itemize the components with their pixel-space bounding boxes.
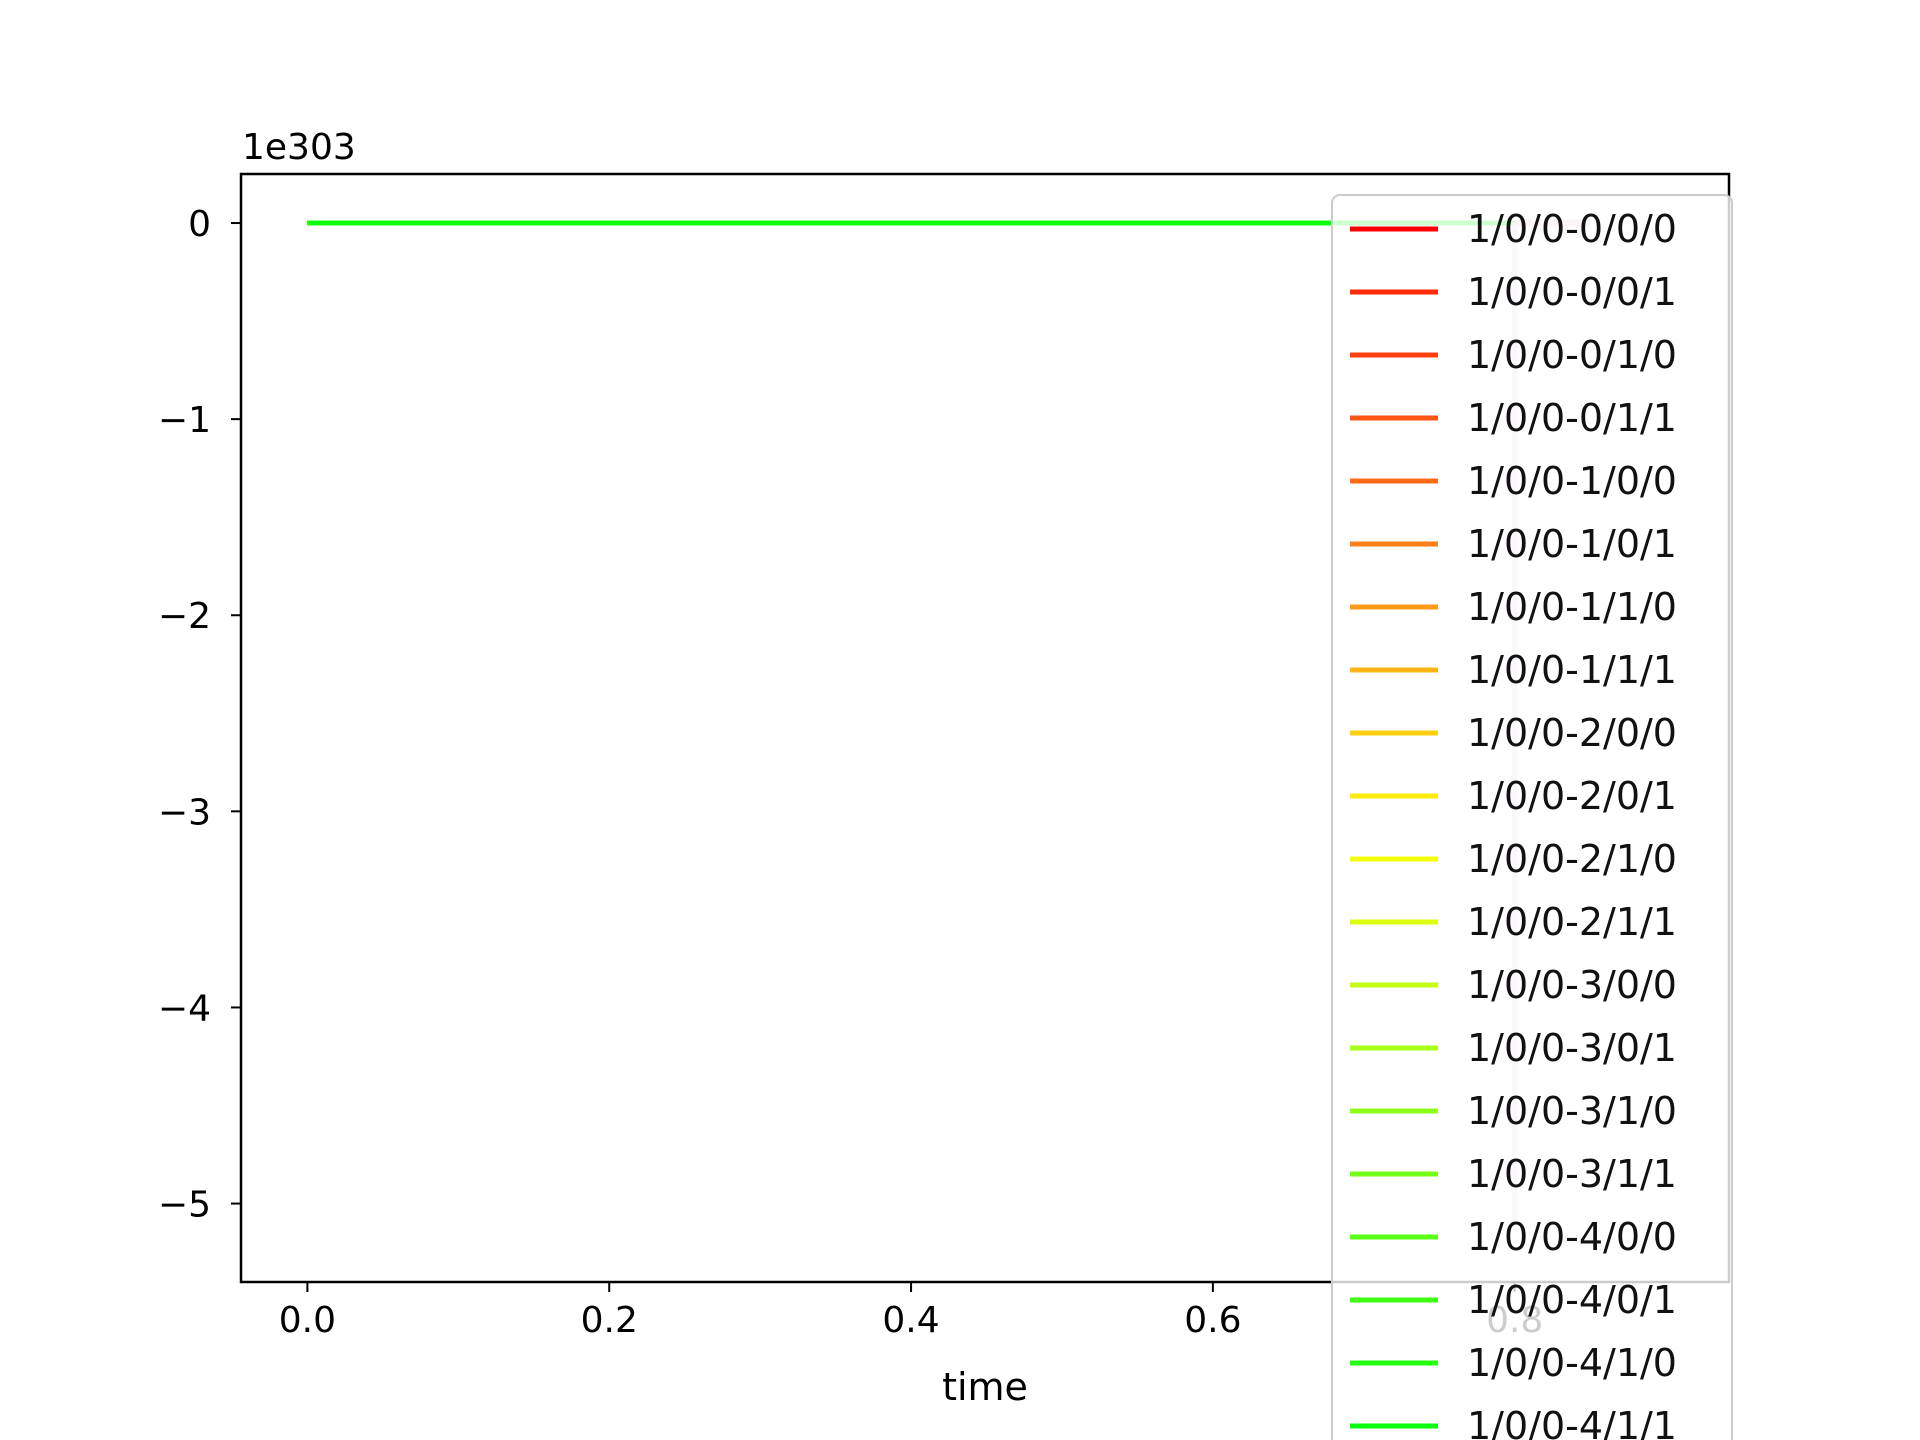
legend-label: 1/0/0-4/0/1 [1467,1278,1677,1322]
y-tick-label: −3 [158,792,211,833]
y-tick-label: −1 [158,400,211,441]
legend-label: 1/0/0-2/0/0 [1467,711,1677,755]
legend-label: 1/0/0-3/1/0 [1467,1089,1677,1133]
legend-label: 1/0/0-2/1/1 [1467,900,1677,944]
legend-label: 1/0/0-3/0/1 [1467,1026,1677,1070]
legend-box [1331,194,1733,1440]
x-tick-label: 0.6 [1184,1300,1241,1341]
legend-label: 1/0/0-1/0/1 [1467,522,1677,566]
y-tick-label: −5 [158,1185,211,1226]
legend-label: 1/0/0-4/0/0 [1467,1215,1677,1259]
legend-label: 1/0/0-0/0/1 [1467,270,1677,314]
legend-label: 1/0/0-4/1/1 [1467,1404,1677,1440]
legend-label: 1/0/0-3/0/0 [1467,963,1677,1007]
legend-label: 1/0/0-0/1/0 [1467,333,1677,377]
legend-label: 1/0/0-2/0/1 [1467,774,1677,818]
y-axis: 0 −1 −2 −3 −4 −5 [158,204,241,1226]
legend-label: 1/0/0-2/1/0 [1467,837,1677,881]
legend-label: 1/0/0-1/1/1 [1467,648,1677,692]
x-axis-label: time [942,1365,1028,1409]
x-tick-label: 0.0 [279,1300,336,1341]
legend-label: 1/0/0-0/1/1 [1467,396,1677,440]
y-tick-label: 0 [188,204,211,245]
legend-label: 1/0/0-4/1/0 [1467,1341,1677,1385]
x-tick-label: 0.2 [581,1300,638,1341]
legend-label: 1/0/0-1/0/0 [1467,459,1677,503]
legend: 1/0/0-0/0/0 1/0/0-0/0/1 1/0/0-0/1/0 1/0/0-0… [1331,194,1733,1440]
legend-label: 1/0/0-1/1/0 [1467,585,1677,629]
y-tick-label: −2 [158,596,211,637]
legend-label: 1/0/0-0/0/0 [1467,207,1677,251]
legend-label: 1/0/0-3/1/1 [1467,1152,1677,1196]
y-offset-text: 1e303 [242,127,356,168]
x-tick-label: 0.4 [882,1300,939,1341]
y-tick-label: −4 [158,988,211,1029]
